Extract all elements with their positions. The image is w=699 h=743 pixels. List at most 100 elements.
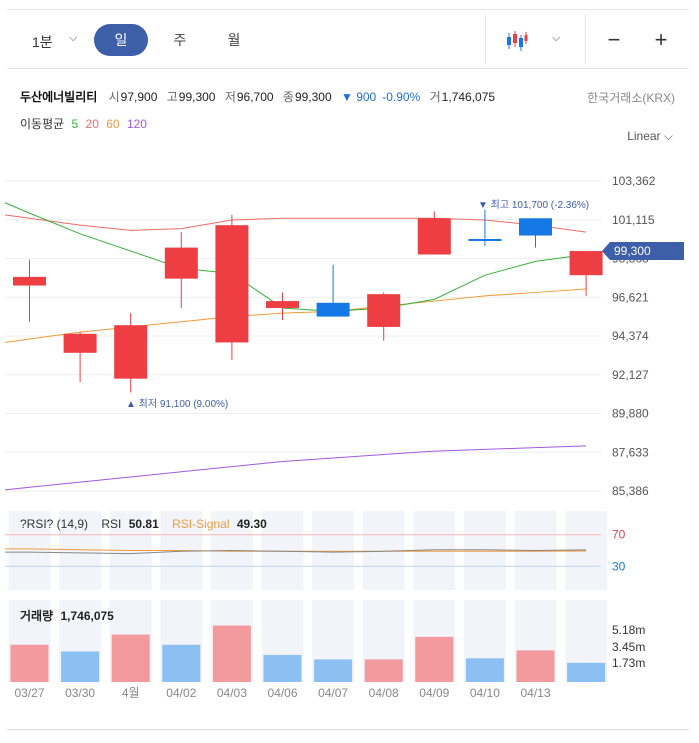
rsi-signal-value: 49.30 bbox=[236, 517, 267, 531]
candle-body bbox=[468, 238, 502, 241]
chevron-down-icon[interactable]: ⌵ bbox=[552, 32, 561, 44]
scale-label: Linear bbox=[627, 129, 661, 143]
y-tick-label: 89,880 bbox=[612, 407, 649, 421]
candle-body bbox=[367, 294, 401, 327]
candle-body bbox=[266, 301, 299, 308]
stock-info-bar: 두산에너빌리티 시97,900 고99,300 저96,700 종99,300 … bbox=[20, 88, 501, 105]
rsi-label: RSI bbox=[101, 517, 122, 531]
exchange-label: 한국거래소(KRX) bbox=[587, 91, 675, 105]
candle-body bbox=[417, 218, 451, 255]
close-value: 99,300 bbox=[294, 90, 332, 104]
volume-legend-label: 거래량 bbox=[20, 609, 54, 623]
volume-bar bbox=[364, 659, 403, 682]
rsi-upper-label: 70 bbox=[612, 528, 626, 542]
volume-bar bbox=[516, 650, 555, 682]
rsi-line bbox=[5, 549, 587, 555]
volume-tick-label: 5.18m bbox=[612, 623, 645, 637]
high-value: 99,300 bbox=[178, 90, 216, 104]
y-tick-label: 85,386 bbox=[612, 484, 649, 498]
last-price-tag bbox=[602, 242, 684, 261]
change-percent: -0.90% bbox=[382, 90, 421, 104]
open-value: 97,900 bbox=[120, 90, 158, 104]
volume-value: 1,746,075 bbox=[441, 90, 496, 104]
ma20-line bbox=[4, 214, 587, 233]
zoom-in-button[interactable]: + bbox=[654, 27, 668, 52]
chart-toolbar: 1분 ⌵ 일 주 월 ⌵ − + bbox=[7, 10, 689, 69]
ma-legend-60[interactable]: 60 bbox=[106, 117, 120, 131]
volume-bar bbox=[61, 651, 100, 682]
high-label: 고 bbox=[166, 90, 178, 104]
interval-selector[interactable]: 1분 bbox=[32, 34, 53, 50]
y-tick-label: 101,115 bbox=[612, 213, 655, 227]
x-tick-label: 04/07 bbox=[318, 686, 348, 700]
max-price-annotation: ▼ 최고 101,700 (-2.36%) bbox=[478, 199, 589, 211]
rsi-signal-label: RSI-Signal bbox=[172, 517, 230, 531]
candle-body bbox=[519, 218, 552, 236]
volume-label: 거 bbox=[429, 90, 441, 104]
rsi-lower-label: 30 bbox=[612, 559, 626, 573]
y-tick-label: 92,127 bbox=[612, 368, 649, 382]
volume-bar bbox=[567, 662, 606, 682]
volume-bar bbox=[263, 654, 302, 682]
volume-bar bbox=[415, 636, 454, 682]
x-tick-label: 04/03 bbox=[217, 686, 247, 700]
y-tick-label: 96,621 bbox=[612, 290, 649, 304]
candle-body bbox=[63, 333, 97, 353]
candle-body bbox=[13, 276, 46, 286]
y-tick-label: 103,362 bbox=[612, 174, 656, 188]
toolbar-divider bbox=[585, 14, 586, 64]
y-tick-label: 87,633 bbox=[612, 445, 649, 459]
x-tick-label: 04/13 bbox=[520, 686, 550, 700]
candle-body bbox=[569, 251, 603, 276]
x-tick-label: 04/02 bbox=[166, 686, 196, 700]
chevron-down-icon: ⌵ bbox=[663, 129, 673, 143]
candle-body bbox=[164, 247, 198, 279]
x-tick-label: 04/10 bbox=[470, 686, 500, 700]
last-price-label: 99,300 bbox=[614, 244, 651, 258]
close-label: 종 bbox=[282, 90, 294, 104]
tab-month[interactable]: 월 bbox=[227, 32, 241, 48]
volume-bar bbox=[314, 659, 353, 682]
low-label: 저 bbox=[224, 90, 236, 104]
stock-name: 두산에너빌리티 bbox=[20, 90, 98, 104]
x-tick-label: 04/09 bbox=[419, 686, 449, 700]
low-value: 96,700 bbox=[236, 90, 274, 104]
scale-selector[interactable]: Linear ⌵ bbox=[627, 129, 673, 144]
volume-bar bbox=[465, 658, 504, 682]
y-tick-label: 94,374 bbox=[612, 329, 649, 343]
ma-legend-title: 이동평균 bbox=[20, 117, 65, 131]
rsi-title: ?RSI? (14,9) bbox=[20, 517, 89, 531]
tab-week[interactable]: 주 bbox=[173, 32, 187, 48]
chevron-down-icon[interactable]: ⌵ bbox=[69, 32, 78, 44]
top-divider bbox=[7, 9, 689, 10]
open-label: 시 bbox=[108, 90, 120, 104]
volume-bar bbox=[212, 625, 251, 682]
rsi-value: 50.81 bbox=[128, 517, 159, 531]
ma120-line bbox=[4, 445, 587, 491]
x-tick-label: 4월 bbox=[122, 686, 140, 700]
candle-body bbox=[316, 302, 350, 317]
volume-legend: 거래량 1,746,075 bbox=[20, 607, 114, 624]
rsi-legend: ?RSI? (14,9) RSI 50.81 RSI-Signal 49.30 bbox=[20, 517, 267, 531]
volume-bar bbox=[162, 644, 201, 682]
ma-legend: 이동평균 5 20 60 120 bbox=[20, 115, 151, 132]
volume-legend-value: 1,746,075 bbox=[60, 609, 114, 623]
x-tick-label: 04/08 bbox=[369, 686, 399, 700]
zoom-out-button[interactable]: − bbox=[607, 27, 621, 52]
ma-legend-5[interactable]: 5 bbox=[71, 117, 79, 131]
toolbar-divider bbox=[485, 14, 486, 64]
volume-bar bbox=[111, 634, 150, 682]
rsi-column-bg bbox=[312, 511, 355, 590]
volume-tick-label: 3.45m bbox=[612, 640, 645, 654]
candle-body bbox=[215, 225, 249, 343]
bottom-divider bbox=[7, 729, 689, 730]
candlestick-icon[interactable] bbox=[501, 24, 533, 56]
x-tick-label: 03/27 bbox=[14, 686, 44, 700]
candle-body bbox=[114, 325, 148, 379]
rsi-column-bg bbox=[463, 511, 506, 590]
ma-legend-120[interactable]: 120 bbox=[126, 117, 147, 131]
tab-day[interactable]: 일 bbox=[94, 24, 148, 56]
rsi-column-bg bbox=[8, 511, 51, 590]
ma-legend-20[interactable]: 20 bbox=[85, 117, 99, 131]
